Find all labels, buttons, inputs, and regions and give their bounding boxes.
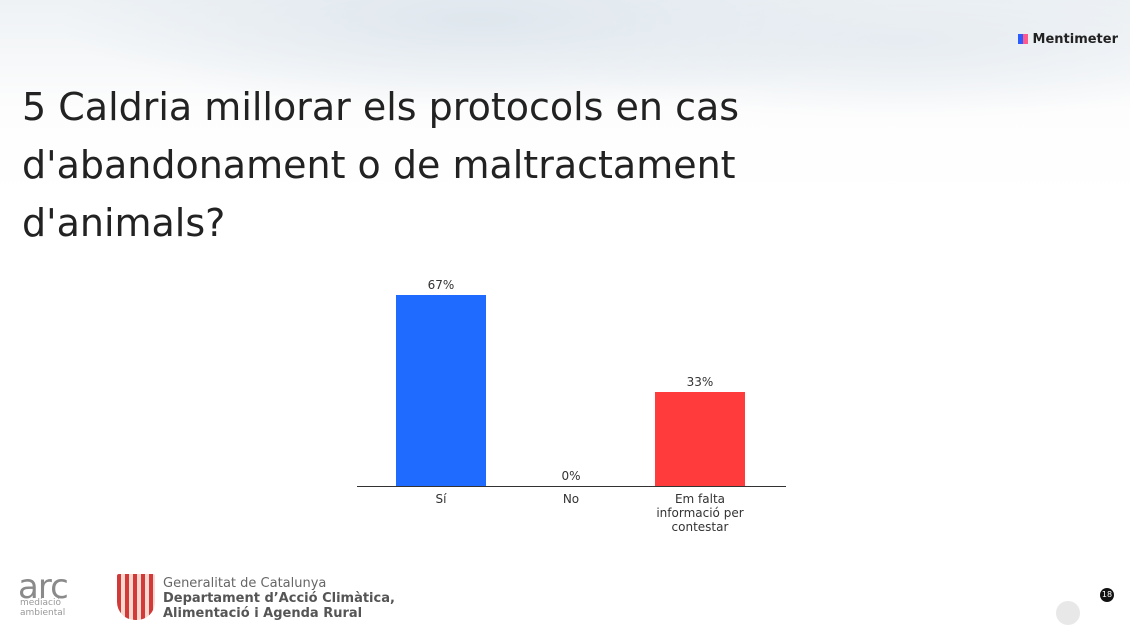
crest [117,574,155,620]
dept-name: Departament d’Acció Climàtica, [163,591,395,606]
value-label: 0% [561,469,581,483]
value-label: 33% [686,374,714,389]
logo: arc [18,567,69,607]
category-label: No [562,492,580,506]
value-label: 67% [427,278,455,292]
chart-title: 5 Caldria millorar els protocols en cas … [22,85,740,245]
logo-subtitle: mediació ambiental [20,598,66,618]
dept-name: Alimentació i Agenda Rural [163,606,363,621]
bar [655,391,745,486]
brand: Mentimeter [1018,32,1118,47]
participant-count: 18 [1100,588,1114,602]
like-button[interactable] [1056,601,1080,625]
category-label: Sí [435,492,447,506]
baseline [357,486,786,487]
category-label: Em falta informació per contestar [656,492,744,534]
org-name: Generalitat de Catalunya [163,576,327,591]
bar [396,295,486,486]
